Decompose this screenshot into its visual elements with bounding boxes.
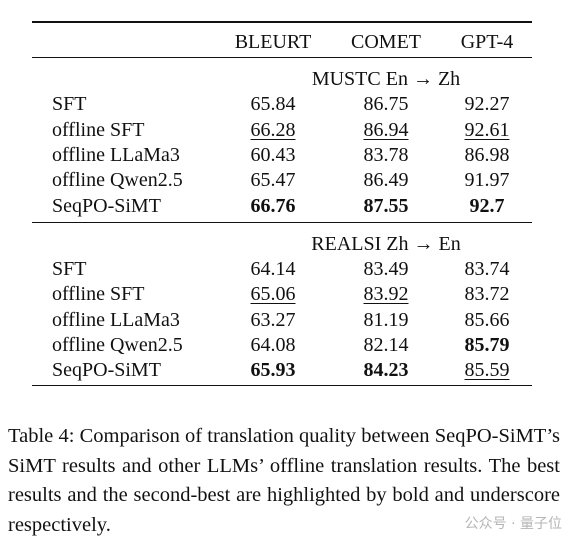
row-label: offline LLaMa3	[52, 143, 180, 166]
cell: 85.79	[464, 334, 510, 356]
cell: 87.55	[363, 194, 409, 217]
rule	[32, 21, 532, 23]
cell: 84.23	[363, 359, 409, 382]
cell: 85.59	[464, 359, 510, 382]
cell: 85.66	[464, 308, 510, 331]
cell: 65.84	[250, 93, 296, 116]
rule	[32, 57, 532, 58]
cell: 86.98	[464, 143, 510, 166]
section-title: REALSI Zh → En	[311, 232, 461, 255]
rule	[32, 384, 532, 387]
caption: Table 4: Comparison of translation quali…	[8, 425, 560, 536]
cell: 65.47	[250, 169, 296, 192]
row-label: SFT	[52, 258, 87, 281]
row-label: SeqPO-SiMT	[52, 194, 161, 217]
cell: 83.72	[464, 283, 510, 306]
row-label: offline Qwen2.5	[52, 169, 183, 192]
cell: 83.92	[363, 283, 409, 306]
cell: 63.27	[250, 308, 296, 331]
cell: 83.74	[464, 258, 510, 281]
cell: 64.08	[250, 334, 296, 356]
rule	[32, 221, 532, 223]
cell: 86.75	[363, 93, 409, 116]
section-title: MUSTC En → Zh	[311, 68, 461, 90]
column-header: COMET	[351, 31, 421, 53]
cell: 66.28	[250, 118, 296, 141]
column-header: BLEURT	[234, 31, 312, 53]
cell: 66.76	[250, 194, 296, 217]
cell: 60.43	[250, 143, 296, 166]
cell: 92.27	[464, 93, 510, 116]
row-label: offline SFT	[52, 118, 145, 141]
cell: 82.14	[363, 334, 409, 356]
cell: 81.19	[363, 308, 409, 331]
cell: 65.93	[250, 359, 296, 382]
cell: 91.97	[464, 169, 510, 192]
cell: 64.14	[250, 258, 296, 281]
cell: 65.06	[250, 283, 296, 306]
row-label: SFT	[52, 93, 87, 116]
cell: 92.61	[464, 118, 510, 141]
row-label: offline Qwen2.5	[52, 334, 183, 356]
row-label: offline LLaMa3	[52, 308, 180, 331]
cell: 83.78	[363, 143, 409, 166]
cell: 92.7	[469, 194, 505, 217]
watermark: 公众号 · 量子位	[464, 516, 562, 532]
column-header: GPT-4	[460, 31, 514, 53]
row-label: offline SFT	[52, 283, 145, 306]
cell: 86.94	[363, 118, 409, 141]
cell: 86.49	[363, 169, 409, 192]
row-label: SeqPO-SiMT	[52, 359, 161, 382]
cell: 83.49	[363, 258, 409, 281]
